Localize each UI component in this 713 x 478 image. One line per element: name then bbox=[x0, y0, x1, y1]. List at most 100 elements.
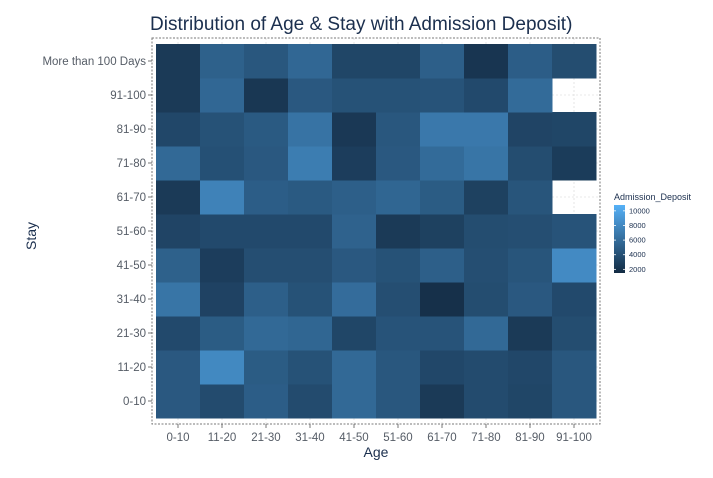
heatmap-cell bbox=[376, 282, 421, 317]
legend-tick-label: 4000 bbox=[629, 250, 646, 259]
heatmap-cell bbox=[508, 112, 553, 147]
heatmap-cell bbox=[420, 316, 465, 351]
heatmap-cell bbox=[376, 44, 421, 79]
y-tick-label: 11-20 bbox=[117, 362, 146, 374]
heatmap-cell bbox=[508, 146, 553, 181]
y-tick-label: 81-90 bbox=[117, 124, 146, 136]
heatmap-cell bbox=[420, 214, 465, 249]
heatmap-cell bbox=[464, 44, 509, 79]
heatmap-cell bbox=[464, 180, 509, 215]
heatmap-cell bbox=[288, 78, 333, 113]
heatmap-cell bbox=[552, 282, 597, 317]
heatmap-cell bbox=[288, 384, 333, 419]
heatmap-cell bbox=[332, 384, 377, 419]
heatmap-cell bbox=[288, 112, 333, 147]
heatmap-cell bbox=[244, 146, 289, 181]
heatmap-cell bbox=[244, 78, 289, 113]
y-axis: 0-10 11-20 21-30 31-40 41-50 51-60 61-70 71-80 8… bbox=[42, 56, 152, 408]
x-tick-label: 71-80 bbox=[471, 432, 500, 444]
heatmap-cell bbox=[508, 78, 553, 113]
heatmap-cell bbox=[156, 248, 201, 283]
legend-ticks: 10000 8000 6000 4000 2000 bbox=[614, 206, 650, 274]
heatmap-cell bbox=[332, 214, 377, 249]
heatmap-cell bbox=[332, 316, 377, 351]
heatmap-cell bbox=[332, 78, 377, 113]
heatmap-cell bbox=[244, 214, 289, 249]
x-axis: 0-10 11-20 21-30 31-40 41-50 51-60 61-70 71-80 8… bbox=[166, 424, 592, 444]
heatmap-cell bbox=[376, 214, 421, 249]
heatmap-cell bbox=[552, 316, 597, 351]
heatmap-cell bbox=[464, 146, 509, 181]
heatmap-cell bbox=[508, 44, 553, 79]
heatmap-cell bbox=[420, 44, 465, 79]
heatmap-cell bbox=[156, 180, 201, 215]
heatmap-cell bbox=[552, 350, 597, 385]
heatmap-cell bbox=[200, 248, 245, 283]
heatmap-cell bbox=[464, 282, 509, 317]
heatmap-cell bbox=[552, 44, 597, 79]
x-tick-label: 91-100 bbox=[556, 432, 592, 444]
heatmap-cell bbox=[288, 146, 333, 181]
y-tick-label: 21-30 bbox=[117, 328, 146, 340]
heatmap-cell bbox=[332, 282, 377, 317]
x-tick-label: 61-70 bbox=[427, 432, 456, 444]
heatmap-cell bbox=[376, 180, 421, 215]
heatmap-cell bbox=[244, 248, 289, 283]
heatmap-cell bbox=[244, 384, 289, 419]
heatmap-cell bbox=[288, 350, 333, 385]
heatmap-cell bbox=[376, 146, 421, 181]
heatmap-cell bbox=[200, 180, 245, 215]
heatmap-cell bbox=[200, 112, 245, 147]
heatmap-cell bbox=[420, 384, 465, 419]
heatmap-cell bbox=[552, 248, 597, 283]
heatmap-cells bbox=[156, 44, 597, 419]
heatmap-cell bbox=[288, 282, 333, 317]
heatmap-cell bbox=[288, 214, 333, 249]
heatmap-cell bbox=[332, 112, 377, 147]
heatmap-cell bbox=[508, 248, 553, 283]
heatmap-cell bbox=[332, 146, 377, 181]
y-tick-label: 51-60 bbox=[117, 226, 146, 238]
heatmap-cell bbox=[464, 316, 509, 351]
x-tick-label: 0-10 bbox=[166, 432, 189, 444]
heatmap-cell bbox=[464, 214, 509, 249]
chart-title: Distribution of Age & Stay with Admissio… bbox=[150, 14, 572, 35]
heatmap-cell bbox=[156, 44, 201, 79]
legend-tick-label: 8000 bbox=[629, 221, 646, 230]
y-tick-label: 61-70 bbox=[117, 192, 146, 204]
x-tick-label: 81-90 bbox=[515, 432, 544, 444]
x-axis-title: Age bbox=[364, 444, 389, 460]
heatmap-cell bbox=[200, 282, 245, 317]
heatmap-cell bbox=[200, 44, 245, 79]
y-tick-label: 41-50 bbox=[117, 260, 146, 272]
heatmap-cell bbox=[200, 316, 245, 351]
heatmap-cell bbox=[508, 282, 553, 317]
heatmap-cell bbox=[376, 78, 421, 113]
heatmap-cell bbox=[464, 248, 509, 283]
heatmap-cell bbox=[288, 44, 333, 79]
x-tick-label: 31-40 bbox=[295, 432, 324, 444]
heatmap-cell bbox=[200, 384, 245, 419]
y-tick-label: 0-10 bbox=[123, 396, 146, 408]
heatmap-cell bbox=[508, 214, 553, 249]
heatmap-cell bbox=[288, 248, 333, 283]
heatmap-cell bbox=[508, 350, 553, 385]
x-tick-label: 41-50 bbox=[339, 432, 368, 444]
heatmap-cell bbox=[244, 282, 289, 317]
heatmap-cell bbox=[244, 316, 289, 351]
legend: Admission_Deposit 10000 8000 6000 4000 2000 bbox=[614, 192, 692, 274]
heatmap-cell bbox=[156, 282, 201, 317]
heatmap-cell bbox=[420, 180, 465, 215]
legend-tick-label: 10000 bbox=[629, 206, 650, 215]
heatmap-cell bbox=[288, 180, 333, 215]
heatmap-cell bbox=[464, 384, 509, 419]
heatmap-cell bbox=[332, 180, 377, 215]
heatmap-cell bbox=[244, 112, 289, 147]
heatmap-cell bbox=[244, 180, 289, 215]
heatmap-cell bbox=[552, 146, 597, 181]
heatmap-cell bbox=[200, 350, 245, 385]
heatmap-cell bbox=[200, 146, 245, 181]
legend-title: Admission_Deposit bbox=[614, 192, 692, 202]
heatmap-cell bbox=[200, 214, 245, 249]
